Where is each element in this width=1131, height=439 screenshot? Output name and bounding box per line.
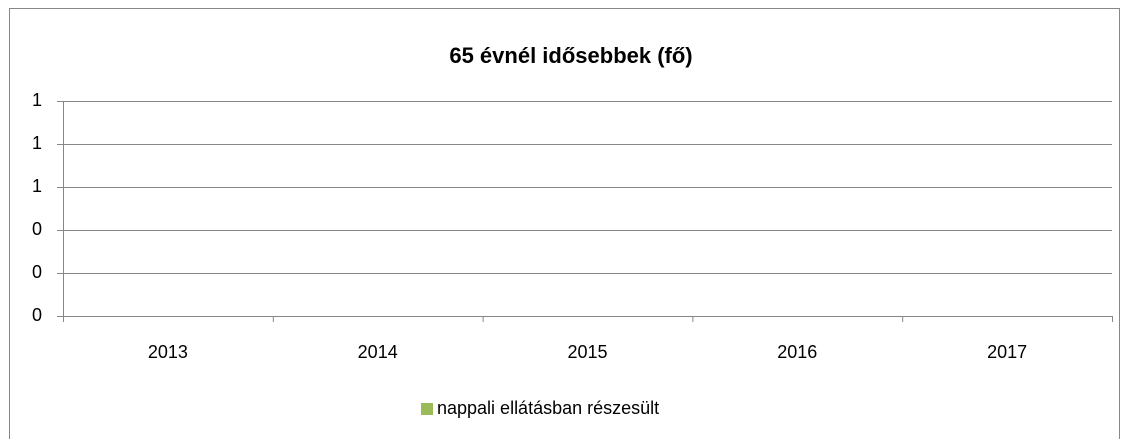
y-tick-label: 0 bbox=[32, 262, 42, 282]
y-tick-label: 1 bbox=[32, 133, 42, 153]
x-tick-label: 2017 bbox=[987, 342, 1027, 362]
y-tick-label: 0 bbox=[32, 219, 42, 239]
chart-title: 65 évnél idősebbek (fő) bbox=[449, 43, 692, 68]
legend-swatch bbox=[421, 403, 433, 415]
x-tick-label: 2016 bbox=[777, 342, 817, 362]
y-tick-label: 0 bbox=[32, 305, 42, 325]
y-tick-label: 1 bbox=[32, 176, 42, 196]
y-tick-label: 1 bbox=[32, 90, 42, 110]
x-tick-label: 2014 bbox=[358, 342, 398, 362]
x-tick-label: 2013 bbox=[148, 342, 188, 362]
x-tick-label: 2015 bbox=[567, 342, 607, 362]
chart-border bbox=[9, 8, 1120, 439]
legend-label: nappali ellátásban részesült bbox=[437, 398, 659, 418]
